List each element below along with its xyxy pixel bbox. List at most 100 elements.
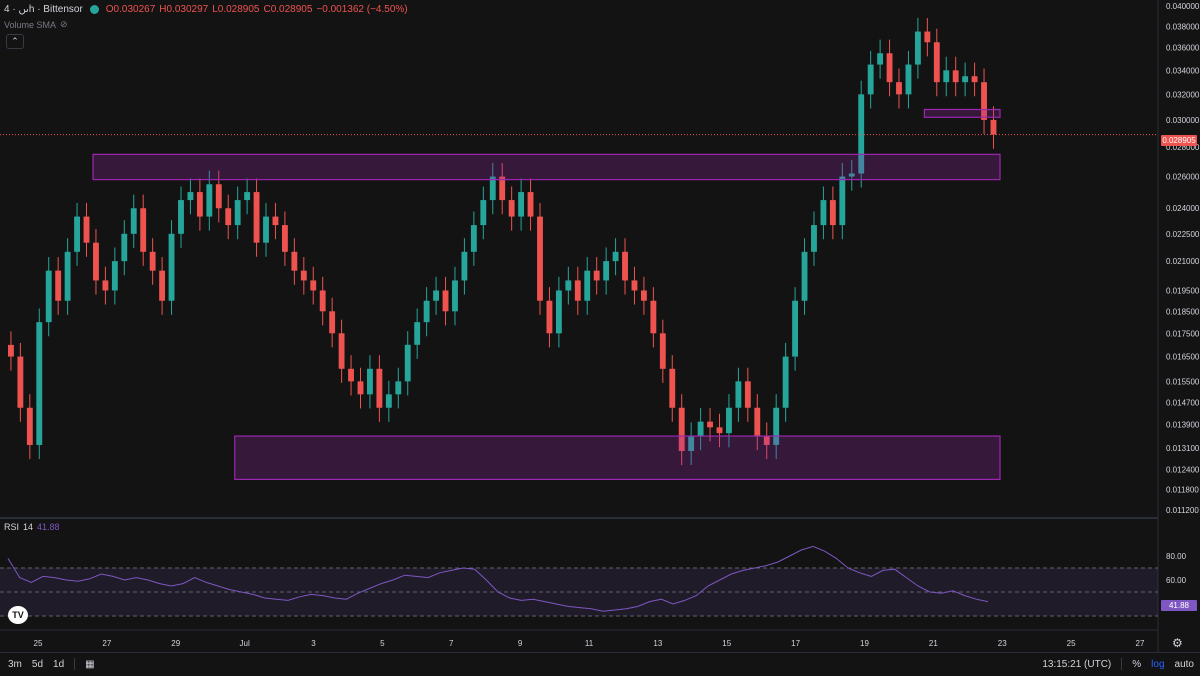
candle-body <box>744 381 751 408</box>
price-axis-tick: 0.026000 <box>1166 173 1200 182</box>
candle-body <box>272 216 279 226</box>
candle-body <box>707 421 713 428</box>
candle-body <box>537 216 543 301</box>
candle-body <box>244 192 251 201</box>
candle-body <box>385 394 392 408</box>
time-axis-tick: 5 <box>380 639 385 648</box>
range-3m-button[interactable]: 3m <box>8 658 22 670</box>
rsi-legend: RSI 14 41.88 <box>4 522 60 532</box>
time-axis-tick: 3 <box>311 639 316 648</box>
candle-body <box>26 407 33 445</box>
candle-body <box>678 407 685 451</box>
gear-icon[interactable]: ⚙ <box>1172 636 1183 650</box>
rsi-label[interactable]: RSI <box>4 522 20 532</box>
candle-body <box>933 42 940 83</box>
candle-body <box>329 311 336 334</box>
price-axis-tick: 0.038000 <box>1166 22 1200 31</box>
candle-body <box>716 427 723 434</box>
candle-body <box>196 192 203 217</box>
volume-label[interactable]: Volume SMA <box>4 19 57 30</box>
candle-body <box>650 300 657 334</box>
chevron-up-icon[interactable]: ⌃ <box>6 34 24 49</box>
price-axis-tick: 0.040000 <box>1166 2 1200 11</box>
range-1d-button[interactable]: 1d <box>53 658 65 670</box>
auto-toggle[interactable]: auto <box>1174 658 1194 670</box>
candle-body <box>622 251 628 281</box>
range-5d-button[interactable]: 5d <box>31 658 44 670</box>
candle-body <box>669 368 676 408</box>
candle-body <box>348 368 354 382</box>
candle-body <box>130 208 137 234</box>
price-axis-tick: 0.016500 <box>1166 353 1200 362</box>
symbol-title[interactable]: ىں · 4h · Bittensor <box>4 4 83 15</box>
tradingview-logo-icon[interactable]: TV <box>8 606 28 624</box>
eye-hidden-icon[interactable]: ⊘ <box>60 19 68 29</box>
candle-body <box>905 64 912 95</box>
candle-body <box>527 192 534 217</box>
percent-toggle[interactable]: % <box>1132 658 1142 670</box>
candle-body <box>593 270 600 281</box>
candle-body <box>234 200 241 226</box>
candle-body <box>291 251 298 271</box>
candle-body <box>508 200 515 217</box>
price-axis-tick: 0.034000 <box>1166 66 1200 75</box>
candle-body <box>111 261 118 291</box>
candle-body <box>839 176 846 226</box>
price-axis-tick: 0.013100 <box>1166 444 1200 453</box>
rsi-axis-tick: 80.00 <box>1166 552 1187 561</box>
ohlc-high: H0.030297 <box>159 4 209 15</box>
candle-body <box>168 233 175 301</box>
candle-body <box>546 300 553 334</box>
candle-body <box>735 381 742 408</box>
price-axis-tick: 0.032000 <box>1166 90 1200 99</box>
candle-body <box>45 270 52 323</box>
candle-body <box>565 280 572 291</box>
candle-body <box>584 270 591 301</box>
candle-body <box>357 381 364 395</box>
time-axis-tick: 17 <box>791 639 800 648</box>
candle-body <box>36 322 43 445</box>
candle-body <box>253 192 260 243</box>
log-toggle[interactable]: log <box>1151 658 1165 670</box>
ohlc-change: −0.001362 (−4.50%) <box>316 4 408 15</box>
price-axis-tick: 0.024000 <box>1166 204 1200 213</box>
candle-body <box>319 290 326 312</box>
candle-body <box>763 436 770 445</box>
candle-body <box>225 208 232 226</box>
divider <box>1121 658 1123 670</box>
rsi-axis-tick: 60.00 <box>1166 576 1187 585</box>
clock-time[interactable]: 13:15:21 (UTC) <box>1042 658 1112 670</box>
candle-body <box>338 333 345 369</box>
ohlc-open: O0.030267 <box>105 4 156 15</box>
volume-indicator-row: Volume SMA ⊘ <box>4 19 68 30</box>
candle-body <box>688 436 695 451</box>
time-axis-tick: 25 <box>1067 639 1076 648</box>
candle-body <box>499 176 506 201</box>
candle-body <box>782 356 789 408</box>
price-axis-tick: 0.012400 <box>1166 466 1200 475</box>
candle-body <box>461 251 468 281</box>
last-price-tag: 0.028905 <box>1161 135 1197 146</box>
candle-body <box>877 53 884 65</box>
candle-body <box>886 53 893 83</box>
candle-body <box>470 225 477 252</box>
candle-body <box>754 407 761 437</box>
candle-body <box>433 290 440 301</box>
price-axis-tick: 0.011800 <box>1166 485 1199 494</box>
candle-body <box>726 407 732 434</box>
time-axis-tick: 25 <box>34 639 43 648</box>
candle-body <box>74 216 80 252</box>
candle-body <box>395 381 402 395</box>
candle-body <box>102 280 109 291</box>
candle-body <box>206 184 213 217</box>
calendar-icon[interactable]: ▦ <box>85 658 95 670</box>
candle-body <box>310 280 317 291</box>
time-axis-tick: Jul <box>240 639 250 648</box>
price-axis-tick: 0.030000 <box>1166 116 1200 125</box>
candle-body <box>952 70 959 83</box>
price-axis-tick: 0.018500 <box>1166 307 1200 316</box>
price-axis-tick: 0.017500 <box>1166 329 1200 338</box>
candle-body <box>829 200 836 226</box>
time-axis-tick: 27 <box>102 639 111 648</box>
